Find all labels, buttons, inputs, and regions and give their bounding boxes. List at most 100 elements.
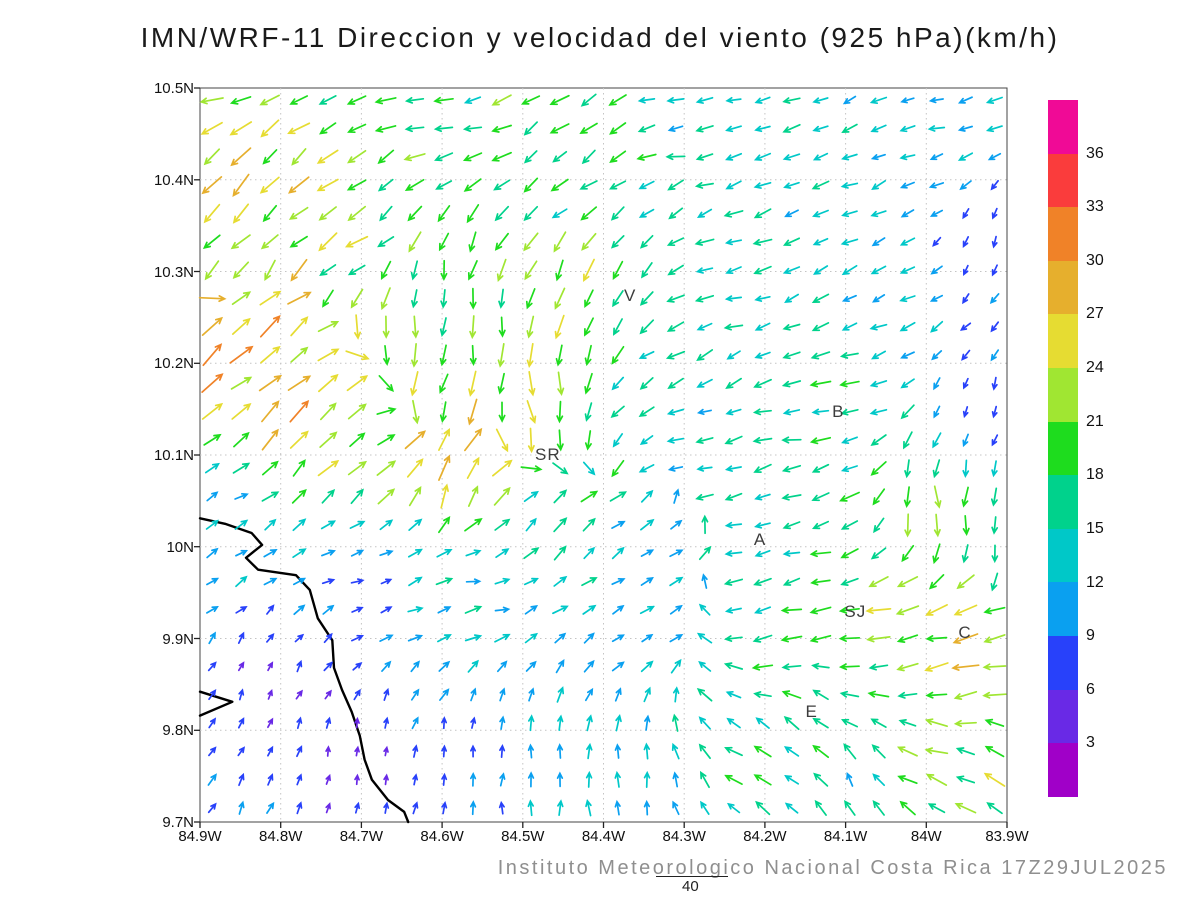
- wind-arrow: [953, 690, 978, 700]
- wind-arrow: [839, 380, 860, 388]
- wind-arrow: [467, 659, 479, 673]
- reference-vector-label: 40: [682, 878, 699, 895]
- wind-arrow: [638, 464, 655, 473]
- colorbar-label: 12: [1086, 573, 1104, 591]
- colorbar-band: [1048, 743, 1078, 797]
- wind-arrow: [201, 402, 224, 420]
- wind-arrow: [410, 371, 419, 397]
- wind-arrow: [898, 719, 917, 727]
- wind-arrow: [296, 745, 303, 758]
- wind-arrow: [499, 772, 506, 787]
- wind-arrow: [991, 516, 999, 535]
- wind-arrow: [238, 800, 245, 815]
- wind-arrow: [611, 661, 625, 672]
- wind-arrow: [412, 744, 419, 758]
- wind-arrow: [783, 181, 800, 189]
- wind-arrow: [991, 376, 998, 391]
- wind-arrow: [932, 543, 941, 565]
- wind-arrow: [900, 404, 915, 420]
- wind-arrow: [869, 380, 888, 388]
- wind-arrow: [411, 716, 419, 730]
- wind-arrow: [231, 291, 252, 306]
- wind-arrow: [904, 513, 912, 538]
- wind-arrow: [207, 802, 217, 814]
- wind-arrow: [208, 746, 217, 757]
- wind-arrow: [782, 550, 801, 557]
- wind-arrow: [724, 435, 743, 445]
- wind-arrow: [666, 237, 685, 247]
- wind-arrow: [527, 799, 535, 817]
- wind-arrow: [991, 405, 998, 419]
- wind-arrow: [840, 577, 859, 586]
- wind-arrow: [672, 713, 679, 732]
- wind-arrow: [896, 634, 919, 643]
- wind-arrow: [809, 436, 832, 445]
- wind-arrow: [208, 689, 217, 701]
- wind-arrow: [523, 177, 539, 193]
- wind-arrow: [724, 521, 743, 529]
- wind-arrow: [556, 771, 564, 788]
- wind-arrow: [990, 321, 1000, 333]
- wind-arrow: [410, 688, 420, 701]
- wind-arrow: [408, 231, 422, 253]
- wind-arrow: [586, 714, 593, 732]
- wind-arrow: [526, 400, 537, 425]
- wind-arrow: [345, 350, 370, 361]
- wind-arrow: [267, 745, 274, 757]
- wind-arrow: [441, 744, 448, 758]
- wind-arrow: [928, 182, 945, 189]
- wind-arrow: [696, 465, 713, 472]
- wind-arrow: [287, 375, 312, 391]
- wind-arrow: [929, 294, 944, 302]
- wind-arrow: [753, 691, 772, 698]
- wind-arrow: [204, 260, 220, 281]
- wind-arrow: [955, 775, 976, 784]
- wind-arrow: [580, 490, 599, 503]
- wind-arrow: [754, 96, 771, 104]
- wind-arrow: [439, 344, 447, 367]
- wind-arrow: [933, 405, 941, 419]
- colorbar-label: 21: [1086, 412, 1104, 430]
- wind-arrow: [464, 427, 483, 452]
- wind-arrow: [784, 802, 799, 814]
- wind-arrow: [204, 462, 220, 474]
- wind-arrow: [899, 125, 916, 133]
- wind-arrow: [205, 519, 220, 530]
- wind-arrow: [667, 465, 684, 472]
- wind-arrow: [468, 370, 477, 397]
- wind-arrow: [990, 179, 999, 191]
- y-tick-label: 9.7N: [162, 814, 194, 831]
- wind-arrow: [584, 289, 594, 309]
- colorbar-band: [1048, 689, 1078, 744]
- wind-arrow: [200, 121, 223, 135]
- wind-arrow: [696, 687, 713, 702]
- wind-arrow: [840, 465, 858, 473]
- wind-arrow: [666, 294, 685, 303]
- wind-arrow: [407, 205, 423, 222]
- wind-arrow: [525, 517, 537, 532]
- wind-arrow: [724, 492, 743, 501]
- wind-arrow: [957, 96, 973, 104]
- wind-arrow: [868, 663, 889, 671]
- wind-arrow: [667, 264, 684, 276]
- wind-arrow: [961, 486, 969, 508]
- wind-arrow: [346, 375, 369, 392]
- wind-arrow: [669, 634, 684, 643]
- wind-arrow: [723, 323, 744, 331]
- wind-arrow: [611, 459, 625, 478]
- wind-arrow: [640, 549, 655, 557]
- wind-arrow: [672, 771, 679, 788]
- wind-arrow: [930, 265, 943, 275]
- wind-arrow: [637, 96, 656, 104]
- wind-arrow: [266, 604, 275, 615]
- wind-arrow: [351, 606, 364, 613]
- wind-arrow: [235, 606, 248, 614]
- wind-arrow: [260, 234, 279, 250]
- wind-arrow: [553, 231, 567, 253]
- wind-arrow: [984, 745, 1005, 758]
- wind-arrow: [288, 176, 310, 194]
- wind-arrow: [354, 314, 362, 340]
- wind-arrow: [237, 717, 245, 729]
- wind-arrow: [287, 122, 311, 135]
- wind-arrow: [665, 350, 686, 360]
